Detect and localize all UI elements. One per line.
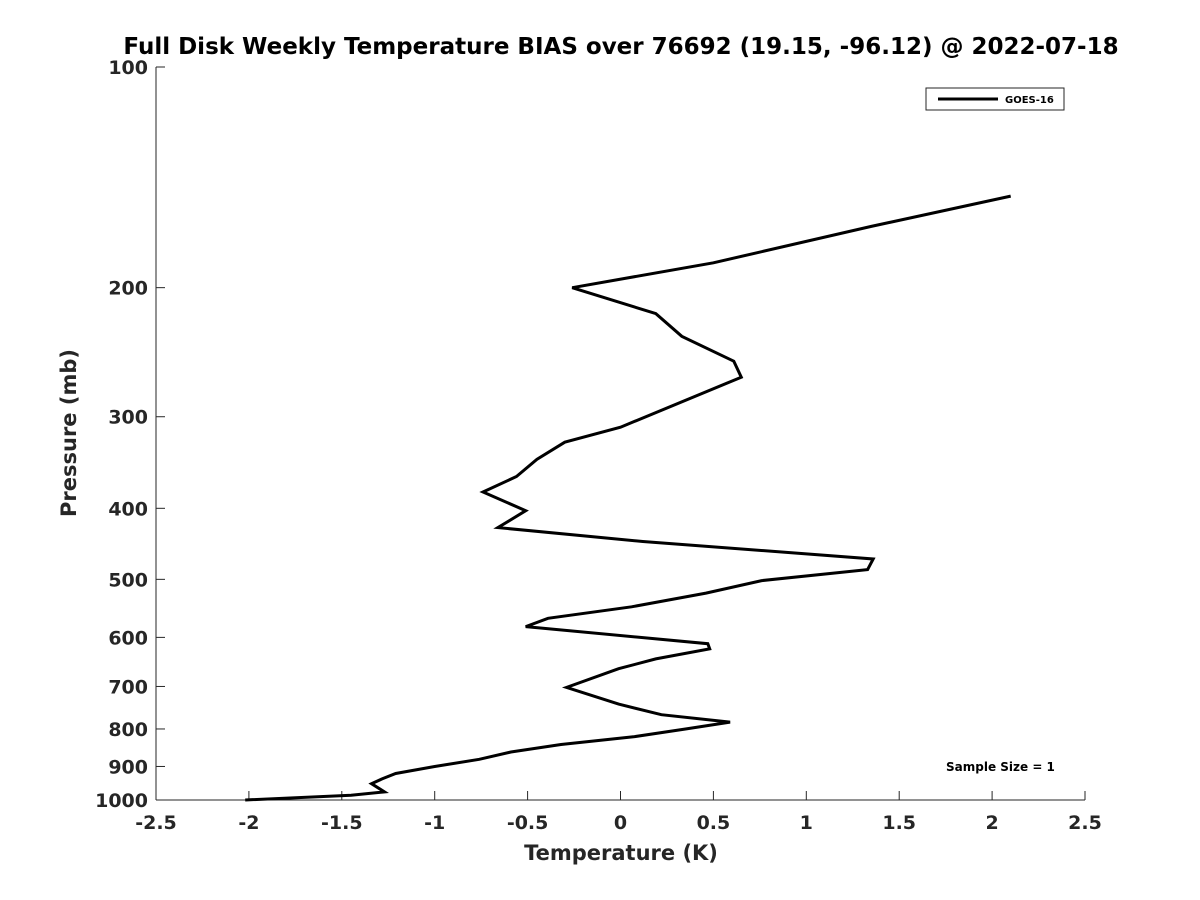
x-tick-label: 2: [985, 812, 998, 834]
y-tick-label: 100: [108, 57, 148, 79]
series-layer: [245, 194, 1012, 802]
y-tick-label: 1000: [95, 790, 148, 812]
x-tick-label: 1: [800, 812, 813, 834]
series-line-goes-16: [245, 194, 1012, 802]
x-tick-label: -1.5: [321, 812, 363, 834]
chart-title: Full Disk Weekly Temperature BIAS over 7…: [123, 34, 1118, 60]
y-tick-label: 800: [108, 719, 148, 741]
x-axis-label: Temperature (K): [524, 841, 718, 865]
y-tick-label: 600: [108, 627, 148, 649]
x-tick-label: -1: [424, 812, 445, 834]
x-tick-label: 1.5: [882, 812, 916, 834]
x-tick-label: 0: [614, 812, 627, 834]
y-ticks: 100 200 300 400 500 600 700 800 900 1000: [95, 57, 165, 812]
x-tick-label: -2.5: [135, 812, 177, 834]
x-tick-label: -0.5: [507, 812, 549, 834]
x-tick-label: 0.5: [697, 812, 731, 834]
axes: [155, 67, 1085, 801]
y-tick-label: 500: [108, 569, 148, 591]
y-axis-label: Pressure (mb): [57, 349, 81, 517]
y-tick-label: 300: [108, 407, 148, 429]
sample-size-annotation: Sample Size = 1: [946, 760, 1055, 774]
y-tick-label: 700: [108, 676, 148, 698]
legend-label-goes-16: GOES-16: [1005, 95, 1054, 106]
x-ticks: -2.5 -2 -1.5 -1 -0.5 0 0.5 1 1.5 2 2.5: [135, 791, 1102, 834]
y-tick-label: 400: [108, 498, 148, 520]
y-tick-label: 900: [108, 756, 148, 778]
x-tick-label: -2: [238, 812, 259, 834]
legend: GOES-16: [925, 87, 1065, 111]
x-tick-label: 2.5: [1068, 812, 1102, 834]
y-tick-label: 200: [108, 278, 148, 300]
